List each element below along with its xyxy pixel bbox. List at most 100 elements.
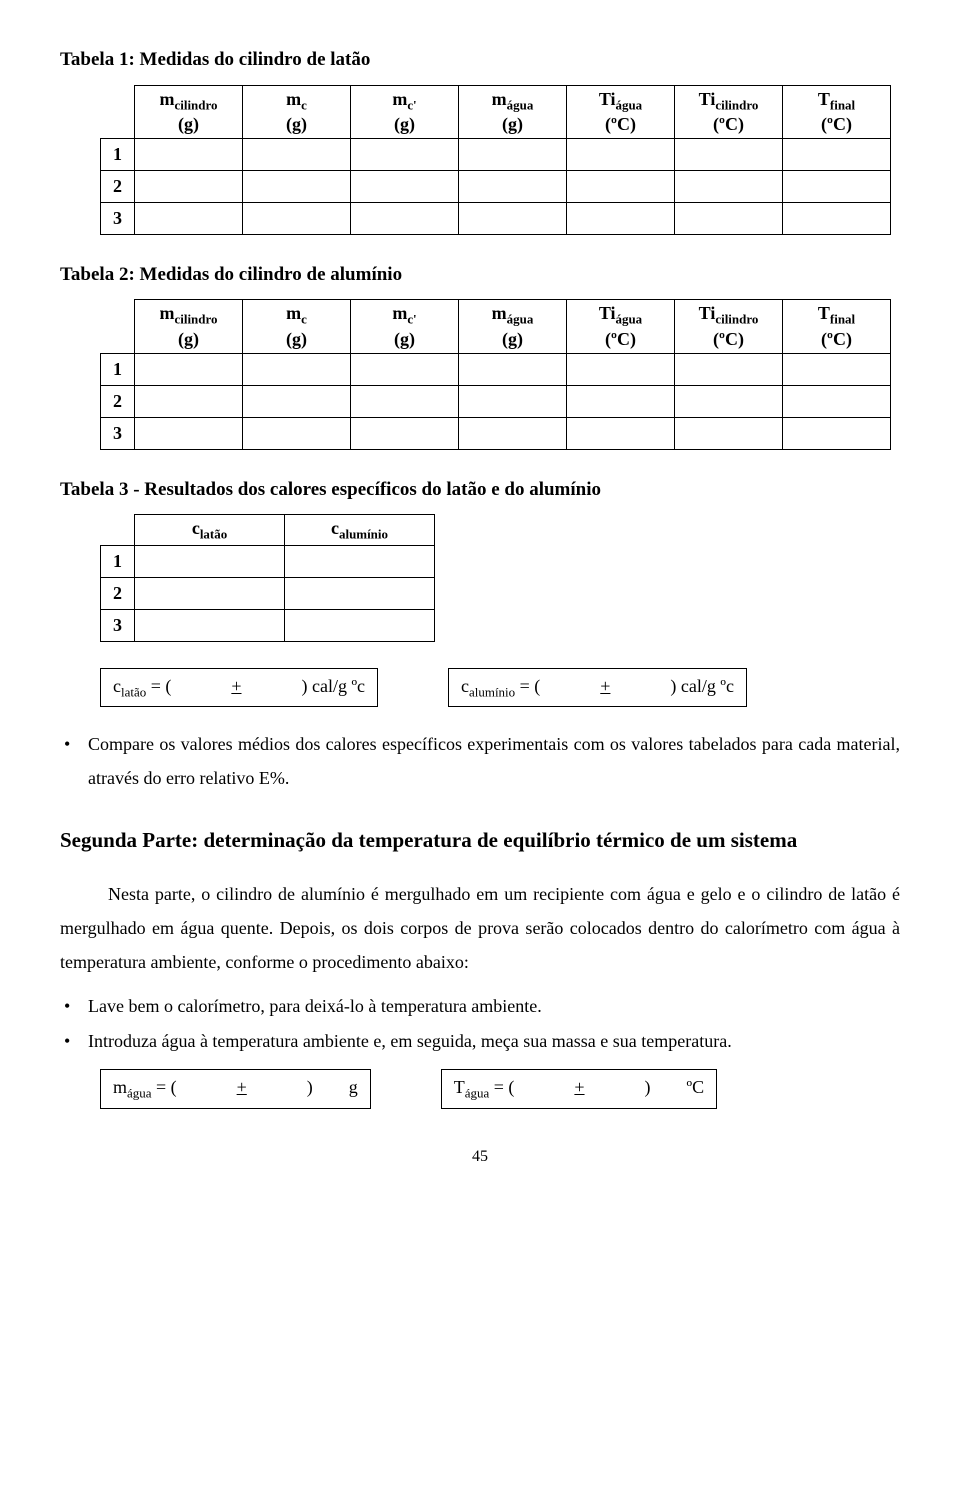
t3-r2: 2 bbox=[101, 577, 135, 609]
t2-h6-unit: (ºC) bbox=[713, 329, 744, 349]
f2-lhs-main: c bbox=[461, 676, 469, 696]
t1-h3-unit: (g) bbox=[394, 114, 415, 134]
t2-h7-main: T bbox=[818, 303, 830, 323]
t1-r2: 2 bbox=[101, 170, 135, 202]
t2-r2: 2 bbox=[101, 385, 135, 417]
formula-magua: mágua = ( +) g bbox=[100, 1069, 371, 1108]
t1-h6-main: Ti bbox=[699, 89, 716, 109]
f1-eq: = ( bbox=[146, 676, 171, 696]
t1-h3-sub: c' bbox=[407, 97, 416, 112]
t2-h7-unit: (ºC) bbox=[821, 329, 852, 349]
t1-h4-unit: (g) bbox=[502, 114, 523, 134]
page-number: 45 bbox=[60, 1145, 900, 1169]
f1-lhs-main: c bbox=[113, 676, 121, 696]
f3-unit: g bbox=[349, 1077, 358, 1097]
t1-h6-unit: (ºC) bbox=[713, 114, 744, 134]
f3-lhs-sub: água bbox=[127, 1086, 151, 1101]
bullet-introduza: Introduza água à temperatura ambiente e,… bbox=[60, 1028, 900, 1055]
t1-h5-unit: (ºC) bbox=[605, 114, 636, 134]
t1-h2-unit: (g) bbox=[286, 114, 307, 134]
t1-h7-sub: final bbox=[830, 97, 855, 112]
f4-lhs-sub: água bbox=[465, 1086, 489, 1101]
f2-eq: = ( bbox=[515, 676, 540, 696]
formula-caluminio: calumínio = ( + ) cal/g ºc bbox=[448, 668, 747, 707]
t2-h3-sub: c' bbox=[407, 312, 416, 327]
t2-r3: 3 bbox=[101, 417, 135, 449]
f2-close: ) cal/g ºc bbox=[670, 676, 734, 696]
t2-r1: 1 bbox=[101, 353, 135, 385]
t1-h7-main: T bbox=[818, 89, 830, 109]
t1-r1: 1 bbox=[101, 138, 135, 170]
table-row: 1 bbox=[101, 138, 891, 170]
t2-h3-unit: (g) bbox=[394, 329, 415, 349]
t1-h5-sub: água bbox=[616, 97, 643, 112]
t1-h6-sub: cilindro bbox=[715, 97, 758, 112]
bullet-compare: Compare os valores médios dos calores es… bbox=[60, 727, 900, 795]
f3-lhs-main: m bbox=[113, 1077, 127, 1097]
t1-h2-main: m bbox=[286, 89, 301, 109]
f4-pm: + bbox=[574, 1077, 584, 1097]
t1-h4-main: m bbox=[492, 89, 507, 109]
f1-lhs-sub: latão bbox=[121, 684, 146, 699]
bullet-lave: Lave bem o calorímetro, para deixá-lo à … bbox=[60, 993, 900, 1020]
part2-title: Segunda Parte: determinação da temperatu… bbox=[60, 823, 900, 859]
table3: clatão calumínio 1 2 3 bbox=[100, 514, 435, 642]
t1-h7-unit: (ºC) bbox=[821, 114, 852, 134]
t2-h4-main: m bbox=[492, 303, 507, 323]
table-row: 2 bbox=[101, 385, 891, 417]
t3-h2-sub: alumínio bbox=[339, 527, 388, 542]
f1-close: ) cal/g ºc bbox=[302, 676, 366, 696]
table-row: 3 bbox=[101, 609, 435, 641]
f4-eq: = ( bbox=[489, 1077, 514, 1097]
t3-r3: 3 bbox=[101, 609, 135, 641]
t2-h3-main: m bbox=[392, 303, 407, 323]
formula-clatao: clatão = ( + ) cal/g ºc bbox=[100, 668, 378, 707]
table-row: 1 bbox=[101, 545, 435, 577]
f3-close: ) bbox=[307, 1077, 313, 1097]
formula-tagua: Tágua = ( +) ºC bbox=[441, 1069, 717, 1108]
f4-lhs-main: T bbox=[454, 1077, 465, 1097]
table-row: 2 bbox=[101, 170, 891, 202]
t2-h5-sub: água bbox=[616, 312, 643, 327]
t2-h1-main: m bbox=[160, 303, 175, 323]
table2-title: Tabela 2: Medidas do cilindro de alumíni… bbox=[60, 261, 900, 290]
t1-h1-unit: (g) bbox=[178, 114, 199, 134]
t2-h2-sub: c bbox=[301, 312, 307, 327]
t1-r3: 3 bbox=[101, 202, 135, 234]
t2-h1-sub: cilindro bbox=[175, 312, 218, 327]
f4-close: ) bbox=[645, 1077, 651, 1097]
table-row: 3 bbox=[101, 202, 891, 234]
table-row: 2 bbox=[101, 577, 435, 609]
t3-h2-main: c bbox=[331, 518, 339, 538]
t3-h1-sub: latão bbox=[200, 527, 227, 542]
f2-lhs-sub: alumínio bbox=[469, 684, 515, 699]
t3-r1: 1 bbox=[101, 545, 135, 577]
t2-h6-main: Ti bbox=[699, 303, 716, 323]
t3-h1-main: c bbox=[192, 518, 200, 538]
t2-h4-unit: (g) bbox=[502, 329, 523, 349]
t1-h1-main: m bbox=[160, 89, 175, 109]
table-row: 3 bbox=[101, 417, 891, 449]
t2-h5-main: Ti bbox=[599, 303, 616, 323]
t2-h7-sub: final bbox=[830, 312, 855, 327]
t2-h6-sub: cilindro bbox=[715, 312, 758, 327]
t1-h3-main: m bbox=[392, 89, 407, 109]
f4-unit: ºC bbox=[687, 1077, 705, 1097]
t1-h4-sub: água bbox=[507, 97, 534, 112]
t1-h2-sub: c bbox=[301, 97, 307, 112]
t2-h1-unit: (g) bbox=[178, 329, 199, 349]
table-row: 1 bbox=[101, 353, 891, 385]
t2-h2-main: m bbox=[286, 303, 301, 323]
t2-h5-unit: (ºC) bbox=[605, 329, 636, 349]
f2-pm: + bbox=[600, 676, 610, 696]
f3-eq: = ( bbox=[151, 1077, 176, 1097]
table3-title: Tabela 3 - Resultados dos calores especí… bbox=[60, 476, 900, 505]
f1-pm: + bbox=[231, 676, 241, 696]
t1-h5-main: Ti bbox=[599, 89, 616, 109]
t2-h4-sub: água bbox=[507, 312, 534, 327]
table1-title: Tabela 1: Medidas do cilindro de latão bbox=[60, 46, 900, 75]
table1: mcilindro(g) mc(g) mc'(g) mágua(g) Tiágu… bbox=[100, 85, 891, 235]
part2-body: Nesta parte, o cilindro de alumínio é me… bbox=[60, 877, 900, 980]
t1-h1-sub: cilindro bbox=[175, 97, 218, 112]
f3-pm: + bbox=[237, 1077, 247, 1097]
